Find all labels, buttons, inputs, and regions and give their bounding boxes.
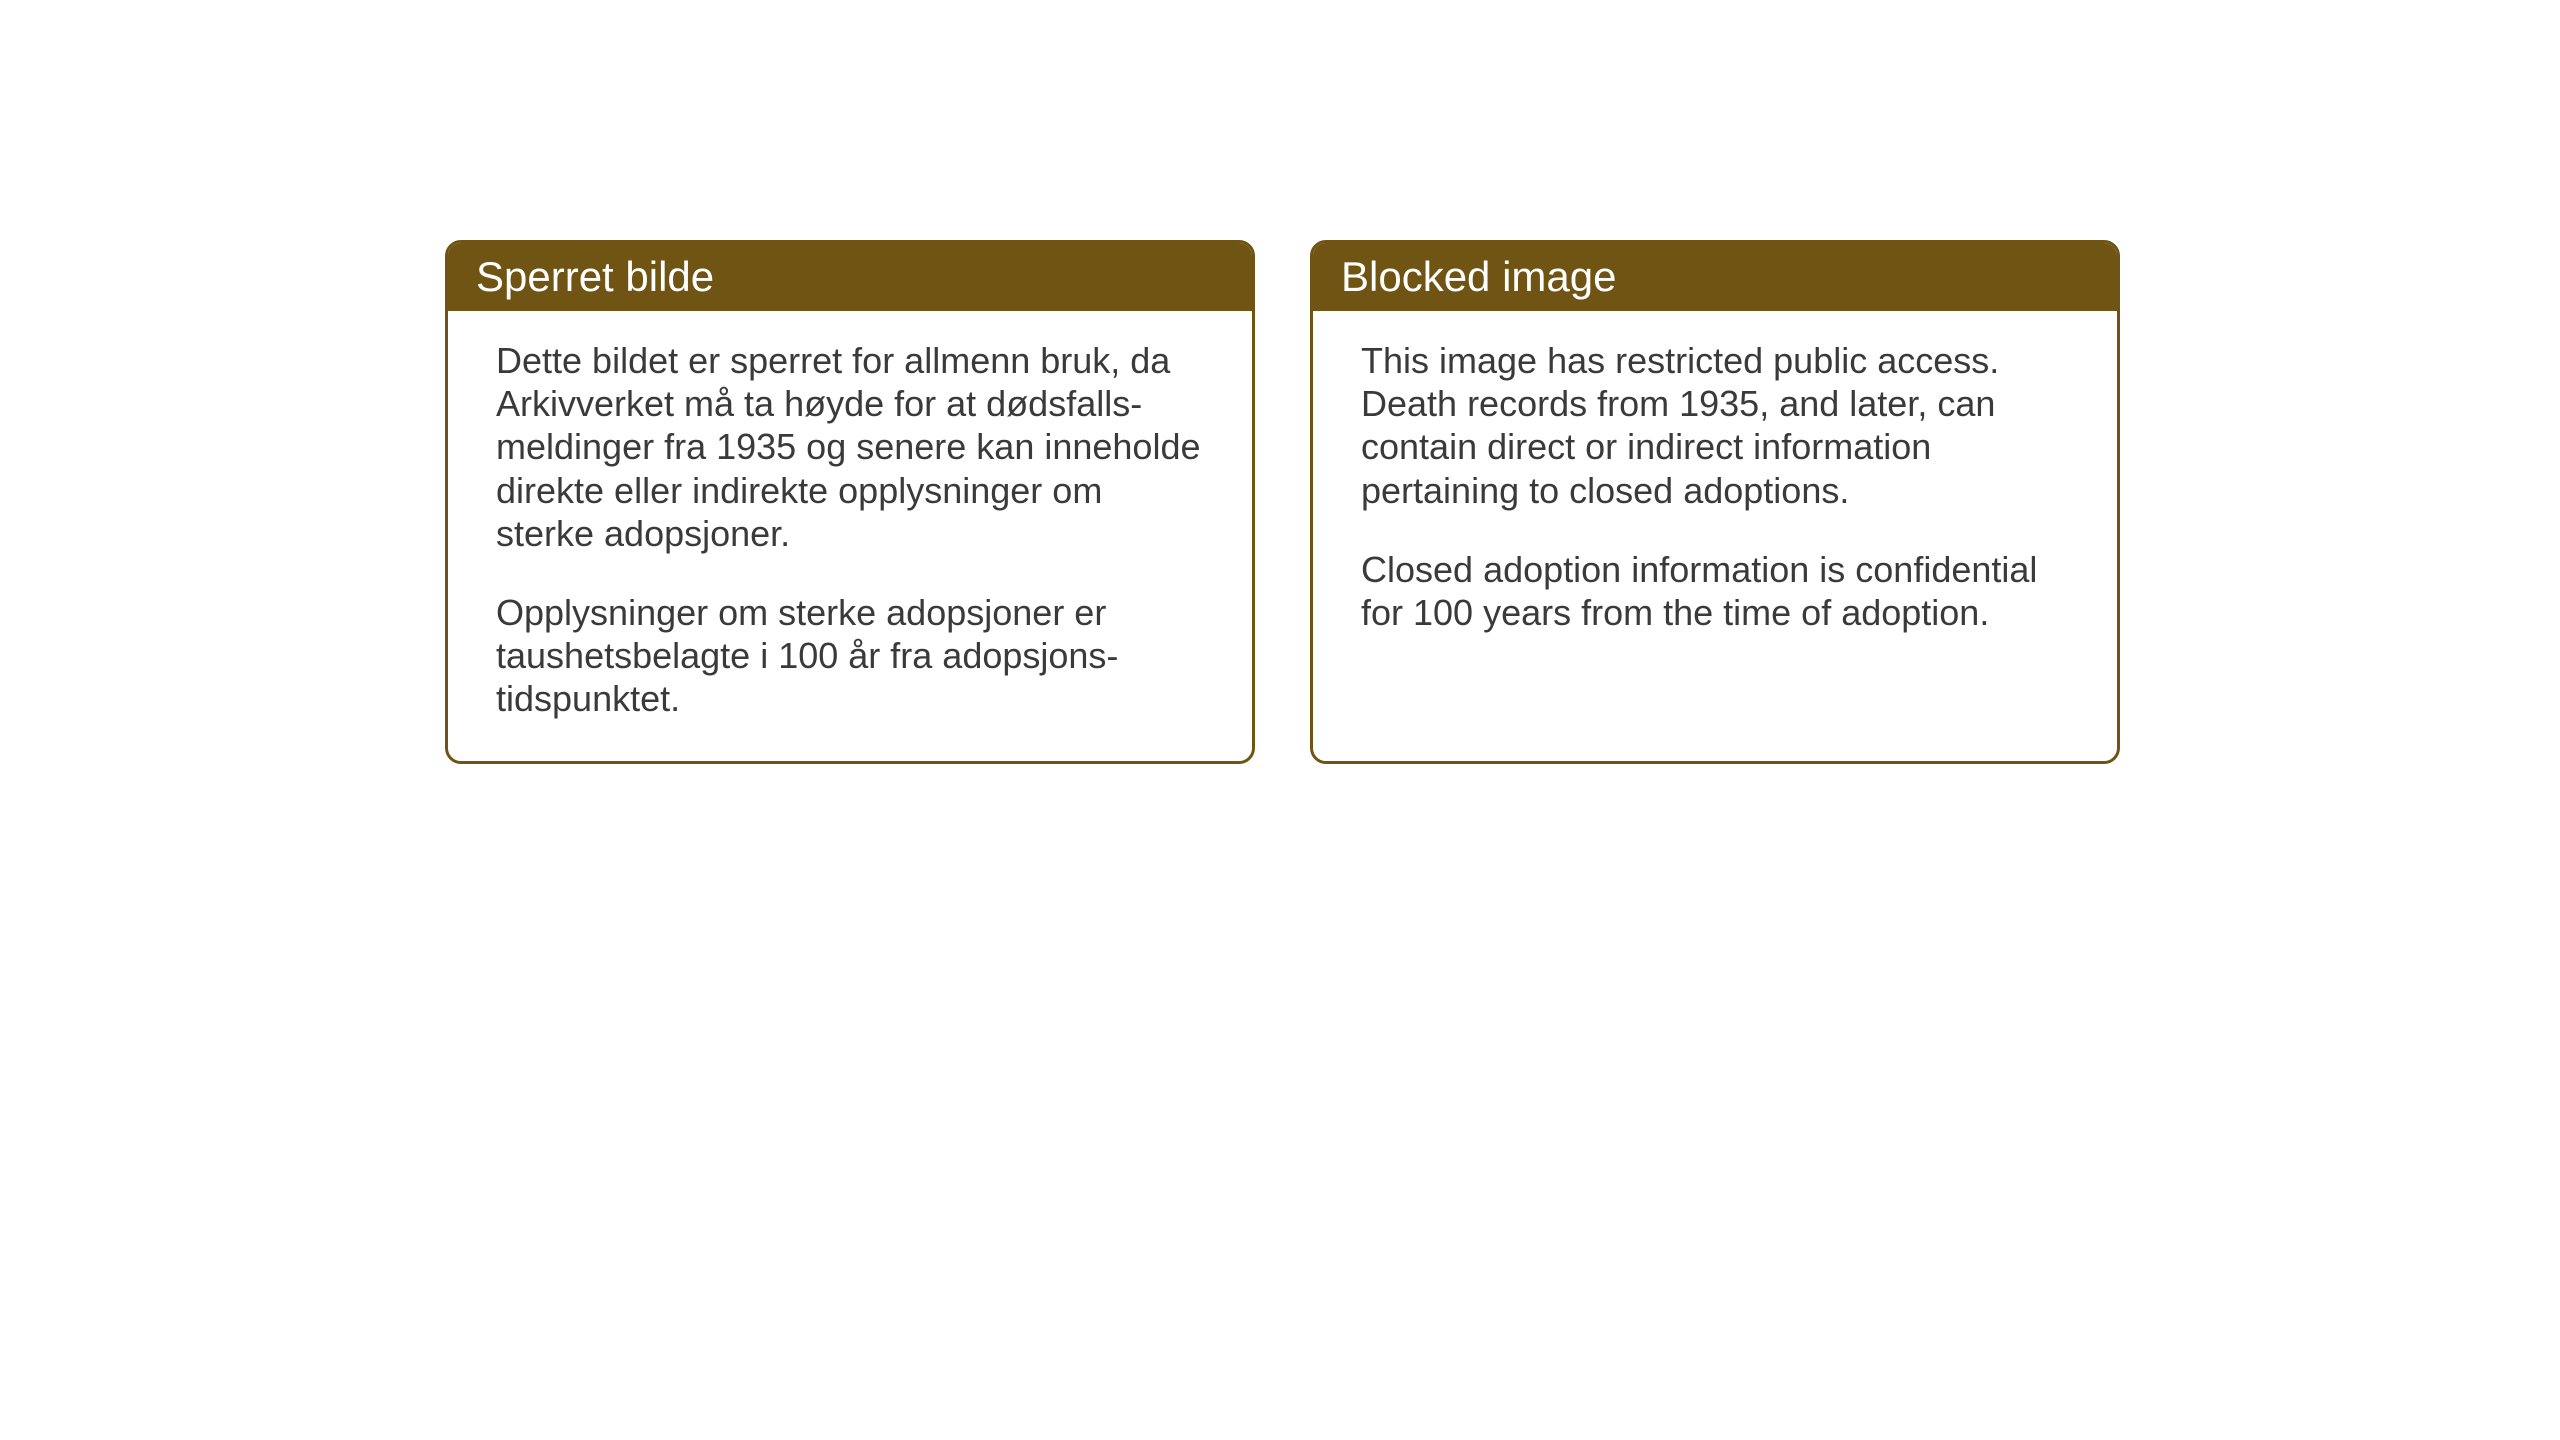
card-paragraph-2-norwegian: Opplysninger om sterke adopsjoner er tau… (496, 591, 1204, 721)
card-title-norwegian: Sperret bilde (476, 253, 714, 300)
cards-container: Sperret bilde Dette bildet er sperret fo… (445, 240, 2120, 764)
card-paragraph-1-norwegian: Dette bildet er sperret for allmenn bruk… (496, 339, 1204, 555)
card-english: Blocked image This image has restricted … (1310, 240, 2120, 764)
card-title-english: Blocked image (1341, 253, 1616, 300)
card-header-english: Blocked image (1313, 243, 2117, 311)
card-norwegian: Sperret bilde Dette bildet er sperret fo… (445, 240, 1255, 764)
card-body-norwegian: Dette bildet er sperret for allmenn bruk… (448, 311, 1252, 761)
card-header-norwegian: Sperret bilde (448, 243, 1252, 311)
card-paragraph-2-english: Closed adoption information is confident… (1361, 548, 2069, 634)
card-paragraph-1-english: This image has restricted public access.… (1361, 339, 2069, 512)
card-body-english: This image has restricted public access.… (1313, 311, 2117, 674)
